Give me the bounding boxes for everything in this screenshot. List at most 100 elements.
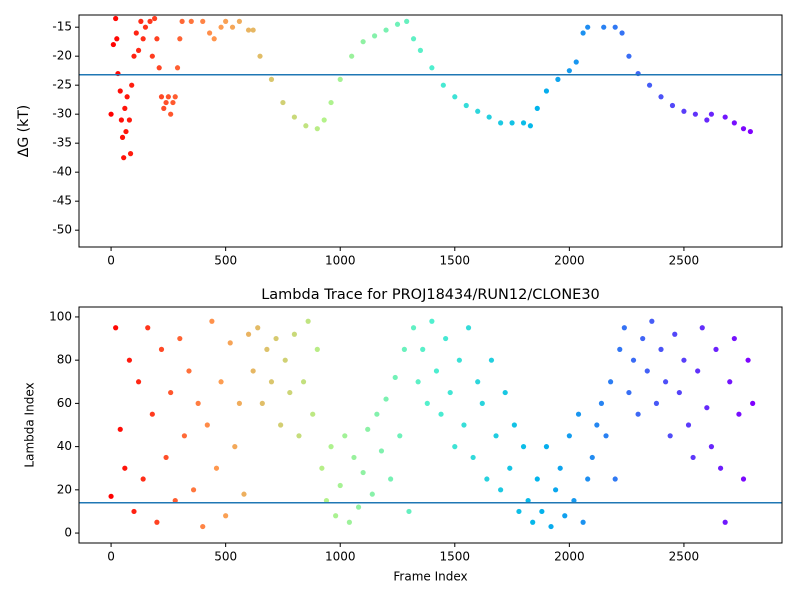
point [108,111,114,117]
point [525,498,531,504]
x-tick-label: 2500 [669,550,700,564]
point [126,357,133,363]
point [672,331,678,337]
point [211,36,217,42]
point [640,335,646,342]
point [555,76,561,82]
y-tick-label: -15 [52,20,72,34]
point [612,476,618,482]
point [731,335,737,342]
y-tick-label: 20 [57,482,72,496]
point [374,411,380,417]
point [621,325,627,331]
y-tick-label: 40 [57,439,72,453]
point [534,476,540,482]
chart-title: Lambda Trace for PROJ18434/RUN12/CLONE30 [261,287,600,303]
point [394,21,401,27]
point [566,68,572,74]
point [717,465,724,471]
point [360,39,366,45]
point [498,487,504,493]
x-tick-label: 1500 [440,550,471,564]
point [190,487,197,493]
y-tick-label: -25 [52,78,72,92]
point [585,476,591,482]
point [580,519,586,525]
x-tick-label: 500 [214,550,237,564]
point [415,379,421,385]
point [218,379,224,385]
y-axis-label: Lambda Index [23,382,37,467]
point [465,325,472,331]
point [619,30,625,36]
x-tick-label: 1000 [325,254,356,268]
point [612,24,618,30]
point [562,513,568,519]
point [172,498,178,504]
point [365,426,371,432]
point [509,120,515,126]
point [745,357,751,363]
point [410,325,417,331]
point [388,476,394,482]
point [440,82,446,88]
point [200,523,206,530]
y-axis-label: ΔG (kT) [16,105,32,157]
point [181,433,188,439]
point [575,411,582,417]
point [383,396,389,402]
point [168,389,174,396]
point [236,18,242,24]
point [135,379,142,385]
point [287,389,293,396]
point [303,123,309,129]
point [241,491,247,497]
x-tick-label: 1000 [325,550,356,564]
point [108,493,114,499]
point [117,426,123,432]
point [129,82,135,88]
point [147,18,153,24]
point [245,331,252,337]
point [692,111,698,117]
point [291,331,297,337]
point [658,346,664,352]
point [127,151,134,157]
point [404,18,410,24]
point [259,400,265,406]
point [207,30,213,36]
point [117,88,123,94]
y-tick-label: 60 [57,396,72,410]
y-tick-label: -40 [52,165,72,179]
point [543,444,550,450]
y-tick-label: -45 [52,194,72,208]
point [236,400,242,406]
point [438,411,444,417]
point [626,53,632,59]
point [310,411,316,417]
point [417,47,424,53]
point [392,374,398,381]
point [669,102,676,109]
point [328,99,334,106]
point [397,433,403,439]
axes-frame [78,14,783,248]
point [131,508,137,515]
point [349,53,355,59]
x-tick-label: 2000 [554,550,585,564]
point [713,346,719,352]
point [278,422,284,428]
point [118,117,124,123]
point [145,325,151,331]
point [177,36,183,42]
point [165,94,171,100]
point [378,448,385,454]
y-tick-label: -20 [52,49,72,63]
point [704,405,710,411]
point [195,400,201,406]
point [475,379,481,385]
point [520,444,527,450]
point [463,102,469,109]
point [580,30,586,36]
point [113,15,119,22]
